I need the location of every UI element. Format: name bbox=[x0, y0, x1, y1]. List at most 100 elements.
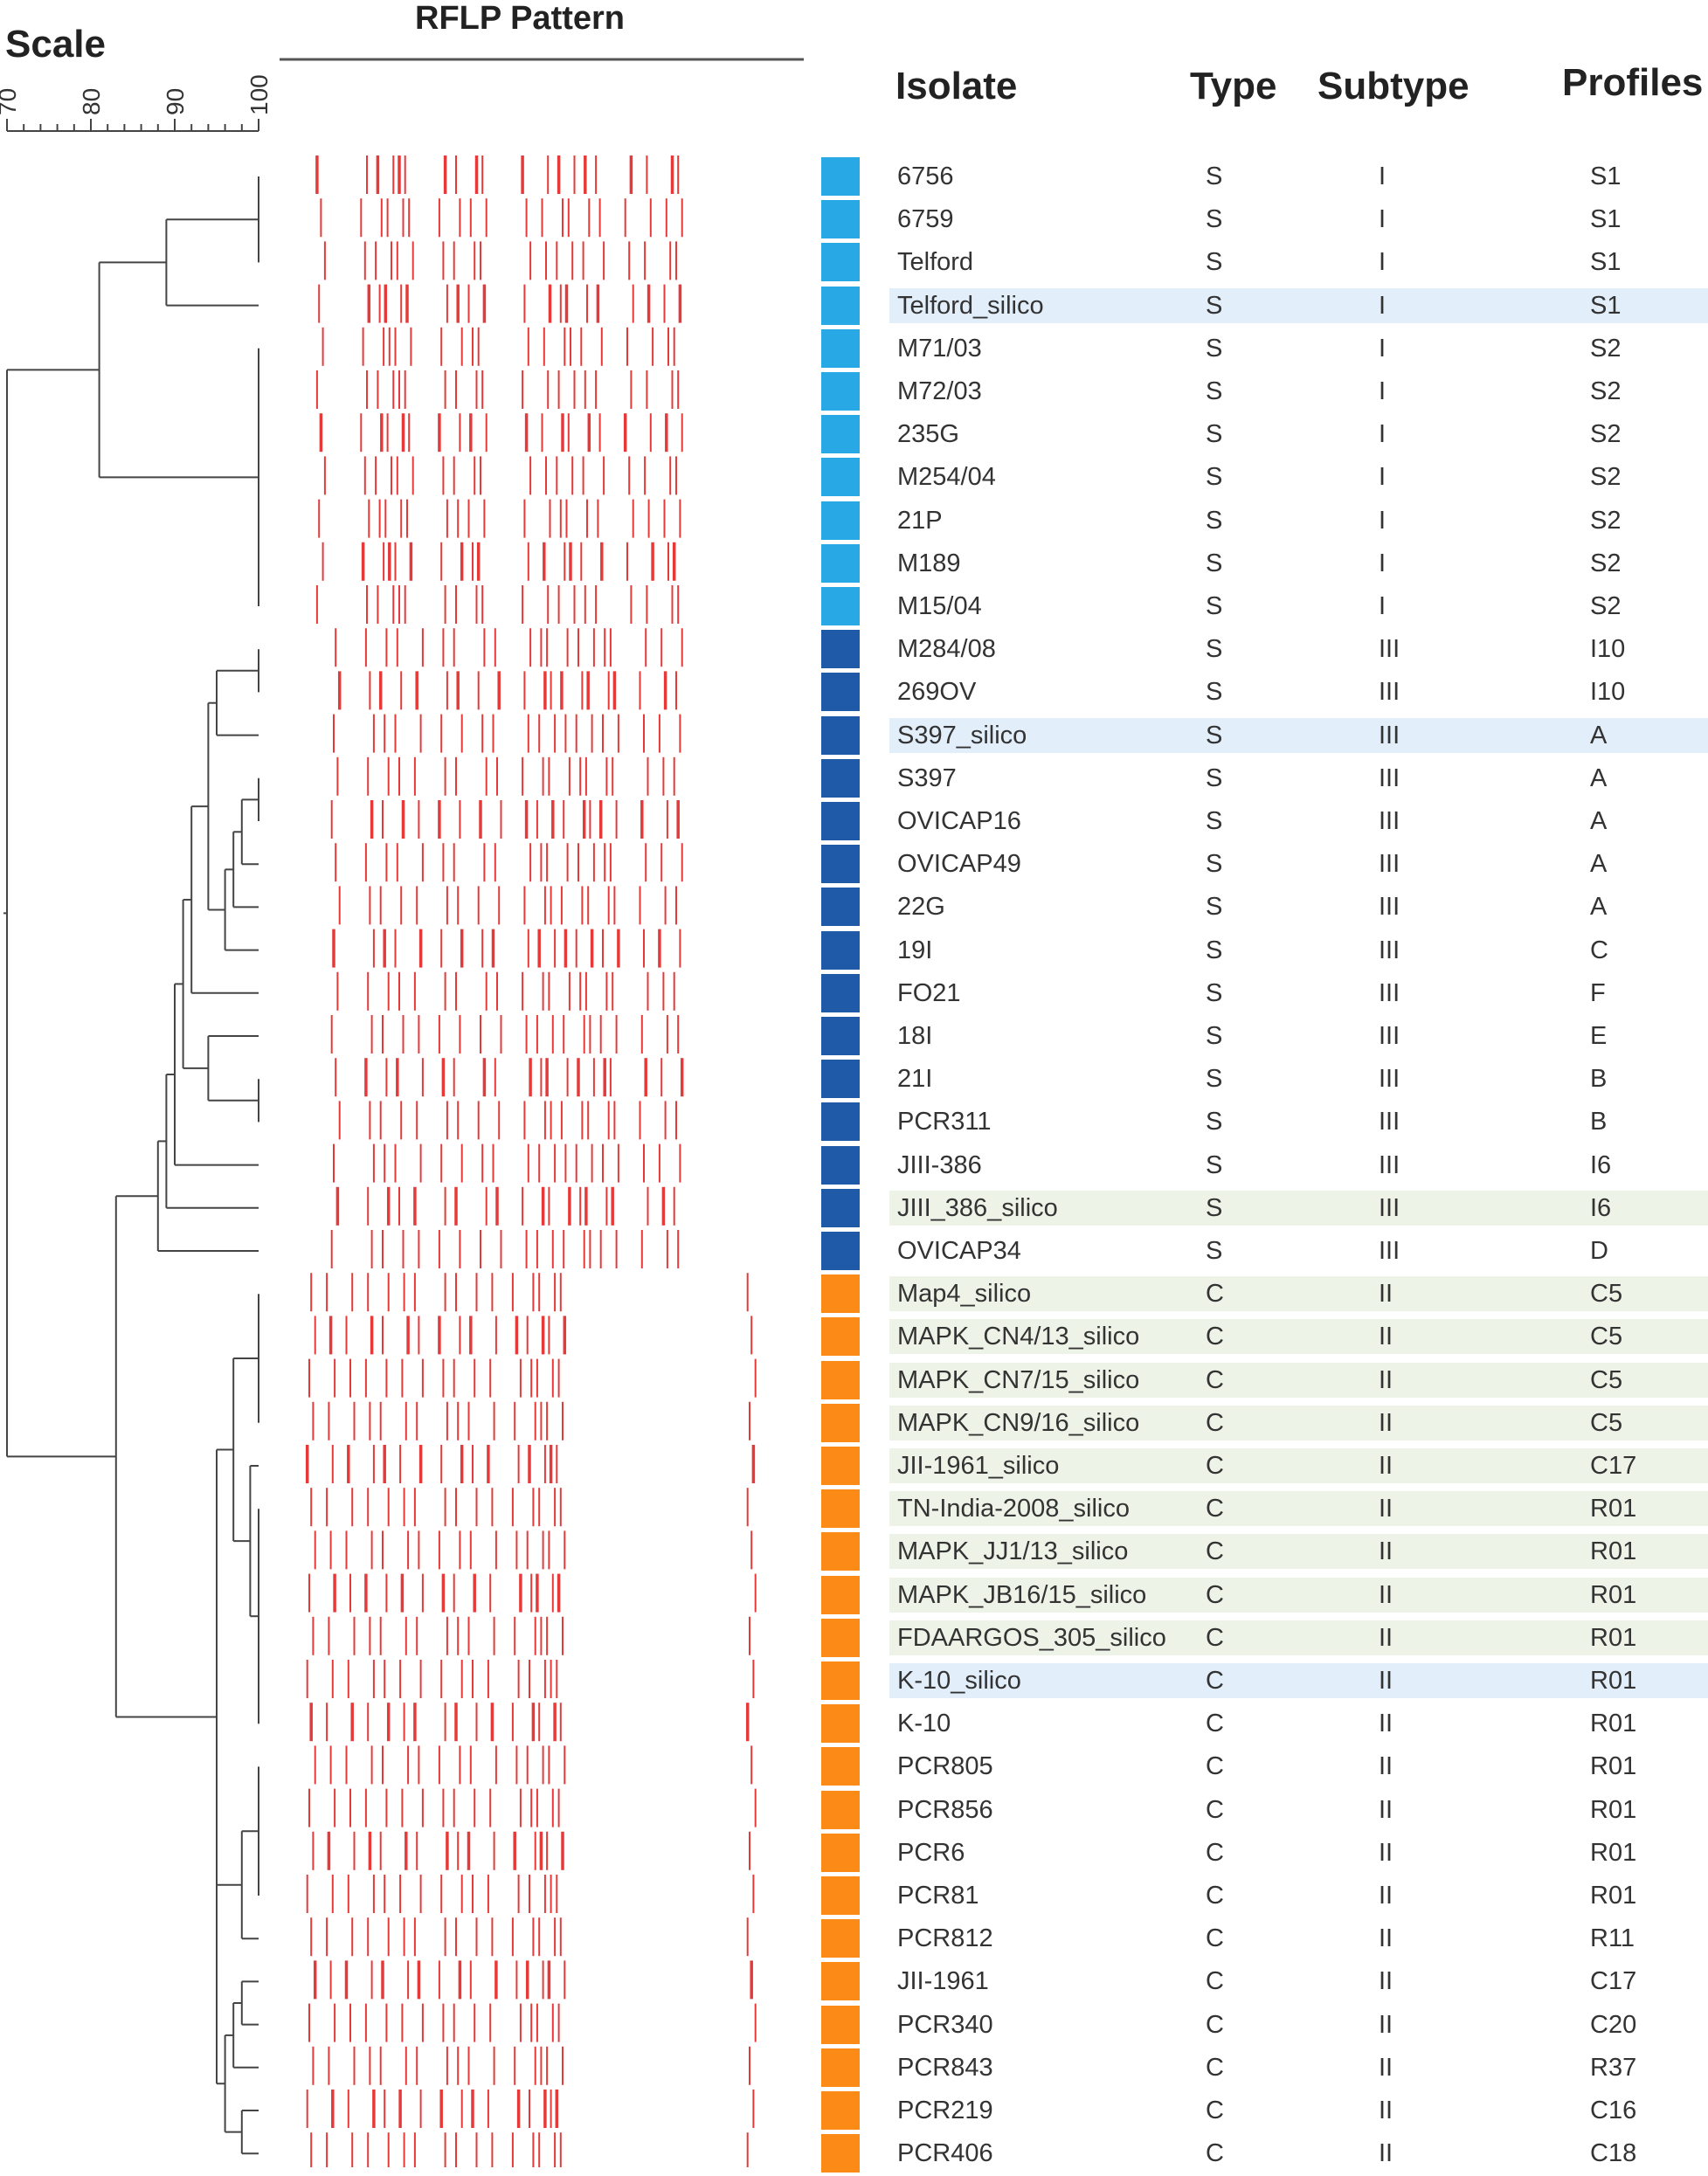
subtype-color-swatch bbox=[821, 328, 860, 368]
isolate-name: PCR219 bbox=[897, 2097, 993, 2124]
profile-value: C17 bbox=[1590, 1967, 1637, 1996]
type-value: C bbox=[1206, 1967, 1224, 1996]
rflp-lane bbox=[333, 1143, 681, 1183]
profile-value: R01 bbox=[1590, 1537, 1637, 1566]
isolate-row: M189 S I S2 bbox=[0, 543, 1708, 586]
subtype-value: I bbox=[1379, 205, 1386, 234]
subtype-color-swatch bbox=[821, 1532, 860, 1572]
rflp-lane bbox=[318, 284, 682, 323]
isolate-name: 6756 bbox=[897, 162, 954, 190]
type-value: C bbox=[1206, 2053, 1224, 2082]
subtype-value: II bbox=[1379, 1838, 1393, 1867]
rflp-lane bbox=[322, 542, 676, 581]
profile-value: I6 bbox=[1590, 1150, 1612, 1179]
isolate-name: M284/08 bbox=[897, 635, 996, 664]
profile-value: S1 bbox=[1590, 205, 1622, 234]
subtype-value: III bbox=[1379, 635, 1400, 664]
profile-value: R37 bbox=[1590, 2053, 1637, 2082]
subtype-color-swatch bbox=[821, 1618, 860, 1657]
profile-value: R01 bbox=[1590, 1667, 1637, 1695]
rflp-lane bbox=[315, 585, 680, 624]
subtype-value: I bbox=[1379, 377, 1386, 405]
subtype-value: II bbox=[1379, 1667, 1393, 1695]
profile-value: R01 bbox=[1590, 1838, 1637, 1867]
isolate-name: 19I bbox=[897, 936, 933, 964]
isolate-row: PCR6 C II R01 bbox=[0, 1833, 1708, 1876]
isolate-name: PCR805 bbox=[897, 1752, 993, 1781]
isolate-column-header: Isolate bbox=[895, 65, 1018, 107]
subtype-value: III bbox=[1379, 678, 1400, 707]
isolate-row: S397_silico S III A bbox=[0, 715, 1708, 758]
isolate-row: PCR406 C II C18 bbox=[0, 2134, 1708, 2176]
isolate-name: S397_silico bbox=[897, 721, 1027, 750]
type-value: S bbox=[1206, 893, 1223, 922]
isolate-row: OVICAP34 S III D bbox=[0, 1232, 1708, 1274]
row-highlight bbox=[889, 717, 1708, 753]
row-highlight bbox=[889, 1276, 1708, 1312]
rflp-lane bbox=[314, 1530, 753, 1570]
subtype-color-swatch bbox=[821, 2091, 860, 2130]
subtype-value: I bbox=[1379, 463, 1386, 492]
subtype-value: II bbox=[1379, 2053, 1393, 2082]
profile-value: C18 bbox=[1590, 2139, 1637, 2168]
type-value: S bbox=[1206, 162, 1223, 190]
rflp-lane bbox=[336, 756, 675, 796]
rflp-lane bbox=[335, 1058, 684, 1097]
subtype-value: II bbox=[1379, 1323, 1393, 1351]
subtype-color-swatch bbox=[821, 1447, 860, 1485]
row-highlight bbox=[889, 1534, 1708, 1570]
subtype-color-swatch bbox=[821, 458, 860, 497]
subtype-color-swatch bbox=[821, 630, 860, 669]
profile-value: C bbox=[1590, 936, 1608, 964]
type-value: S bbox=[1206, 248, 1223, 277]
isolate-name: TN-India-2008_silico bbox=[897, 1495, 1130, 1523]
type-value: S bbox=[1206, 1237, 1223, 1265]
rflp-lane bbox=[312, 2046, 750, 2085]
rflp-lane bbox=[312, 1831, 750, 1870]
isolate-name: 21I bbox=[897, 1065, 933, 1094]
type-value: S bbox=[1206, 420, 1223, 449]
subtype-value: I bbox=[1379, 506, 1386, 535]
isolate-name: PCR340 bbox=[897, 2010, 993, 2039]
scale-title: Scale bbox=[5, 23, 106, 66]
profile-value: A bbox=[1590, 721, 1608, 750]
profile-value: C20 bbox=[1590, 2010, 1637, 2039]
rflp-lane bbox=[310, 1273, 749, 1312]
rflp-lane bbox=[323, 456, 677, 495]
type-value: C bbox=[1206, 2010, 1224, 2039]
subtype-value: III bbox=[1379, 807, 1400, 835]
isolate-row: JII-1961 C II C17 bbox=[0, 1962, 1708, 2004]
subtype-value: I bbox=[1379, 420, 1386, 449]
subtype-color-swatch bbox=[821, 1575, 860, 1614]
isolate-name: PCR311 bbox=[897, 1108, 992, 1136]
isolate-row: PCR812 C II R11 bbox=[0, 1919, 1708, 1961]
subtype-color-swatch bbox=[821, 587, 860, 625]
type-value: S bbox=[1206, 978, 1223, 1007]
profile-value: S2 bbox=[1590, 334, 1622, 363]
subtype-value: II bbox=[1379, 1408, 1393, 1437]
profile-value: S2 bbox=[1590, 377, 1622, 405]
isolate-name: Telford bbox=[897, 248, 974, 277]
isolate-name: M15/04 bbox=[897, 592, 982, 620]
subtype-color-swatch bbox=[821, 1017, 860, 1055]
rflp-lane bbox=[336, 971, 675, 1011]
profile-value: R01 bbox=[1590, 1580, 1637, 1609]
type-value: S bbox=[1206, 377, 1223, 405]
rflp-lane bbox=[338, 886, 677, 925]
subtype-color-swatch bbox=[821, 1102, 860, 1142]
subtype-color-swatch bbox=[821, 1060, 860, 1099]
subtype-color-swatch bbox=[821, 1403, 860, 1442]
row-highlight bbox=[889, 1405, 1708, 1440]
scale-tick-label: 100 bbox=[245, 74, 273, 115]
subtype-color-swatch bbox=[821, 1876, 860, 1915]
isolate-row: PCR81 C II R01 bbox=[0, 1876, 1708, 1918]
subtype-value: III bbox=[1379, 763, 1400, 792]
isolate-name: PCR856 bbox=[897, 1795, 993, 1824]
rflp-lane bbox=[315, 155, 680, 194]
profiles-column-header: Profiles bbox=[1562, 61, 1704, 104]
row-highlight bbox=[889, 1663, 1708, 1698]
rflp-lane bbox=[322, 327, 675, 366]
rflp-band-lanes bbox=[305, 155, 757, 2167]
type-value: C bbox=[1206, 1537, 1224, 1566]
rflp-lane bbox=[306, 1875, 755, 1913]
